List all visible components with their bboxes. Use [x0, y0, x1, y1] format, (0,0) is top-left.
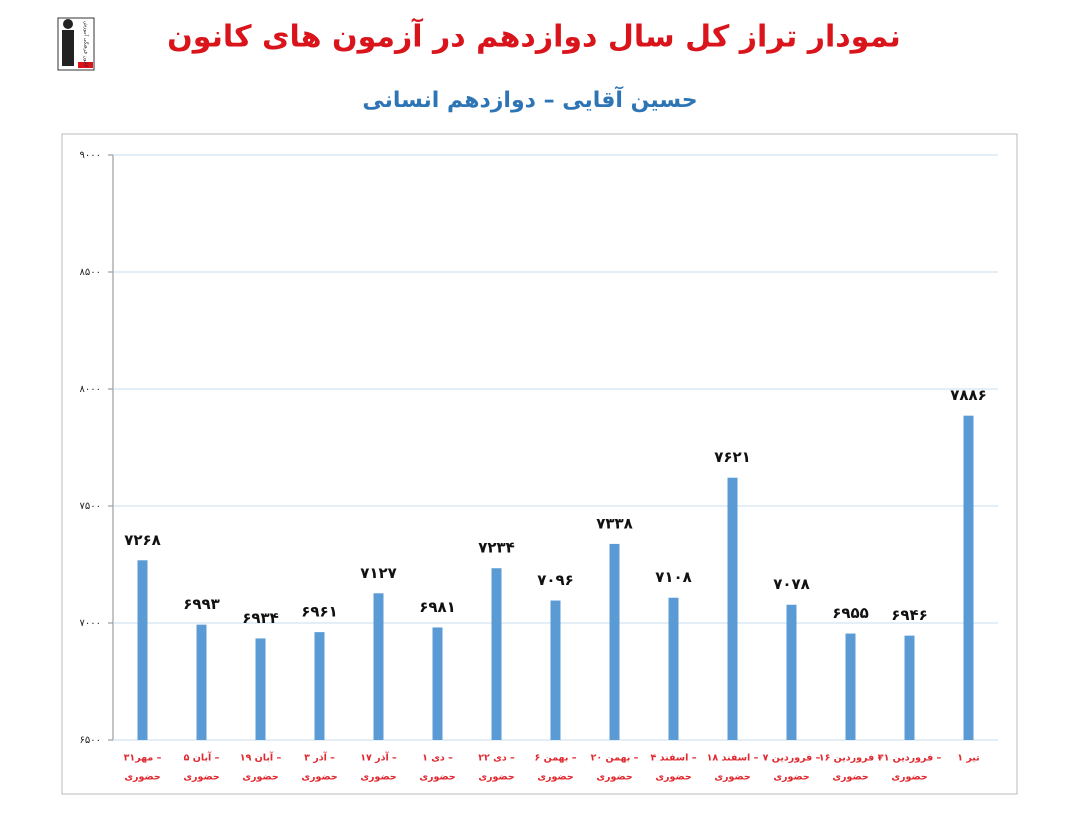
x-tick-label: ۳ آذر – — [304, 751, 335, 764]
bar — [904, 635, 915, 740]
value-label: ۷۶۲۱ — [714, 448, 751, 466]
value-label: ۷۰۷۸ — [773, 575, 810, 593]
x-tick-label: ۱ تیر — [957, 753, 979, 764]
x-tick-label: ۵ آبان – — [184, 751, 220, 764]
y-tick-label: ۶۵۰۰ — [80, 735, 101, 746]
chart-title: نمودار تراز کل سال دوازدهم در آزمون های … — [167, 18, 901, 55]
value-label: ۷۲۶۸ — [124, 531, 161, 549]
y-tick-label: ۹۰۰۰ — [80, 150, 101, 161]
x-tick-label: حضوری — [773, 772, 809, 783]
x-tick-label: حضوری — [360, 772, 396, 783]
x-tick-label: حضوری — [891, 772, 927, 783]
value-label: ۶۹۵۵ — [832, 604, 869, 622]
logo: کانون فرهنگی آموزش — [57, 17, 95, 71]
x-tick-label: ۲۰ بهمن – — [591, 753, 639, 764]
value-label: ۶۹۸۱ — [419, 598, 456, 616]
chart-subtitle: حسین آقایی – دوازدهم انسانی — [362, 85, 697, 113]
x-tick-label: ۴ اسفند – — [651, 753, 697, 764]
x-tick-label: ۶ بهمن – — [535, 753, 577, 764]
x-tick-label: حضوری — [832, 772, 868, 783]
bar — [845, 633, 856, 740]
x-tick-label: ۱۹ آبان – — [240, 751, 282, 764]
x-tick-label: ۱۷ آذر – — [360, 751, 397, 764]
x-tick-label: ۷ فروردین – — [763, 753, 821, 764]
value-label: ۷۸۸۶ — [950, 386, 987, 404]
x-tick-label: حضوری — [478, 772, 514, 783]
logo-badge — [78, 62, 93, 68]
value-label: ۷۰۹۶ — [537, 571, 574, 589]
logo-text: کانون فرهنگی آموزش — [83, 21, 90, 68]
bar — [491, 568, 502, 740]
x-tick-label: ۱ دی – — [422, 753, 453, 764]
bar — [196, 624, 207, 740]
value-label: ۶۹۳۴ — [242, 609, 279, 627]
value-label: ۶۹۹۳ — [183, 595, 220, 613]
bar — [137, 560, 148, 740]
x-tick-label: حضوری — [714, 772, 750, 783]
x-tick-label: ۲۲ دی – — [478, 753, 515, 764]
x-tick-label: ۱۸ اسفند – — [707, 753, 759, 764]
x-tick-label: ۳۱ فروردین – — [878, 753, 942, 764]
bar — [963, 415, 974, 740]
y-tick-label: ۸۰۰۰ — [80, 384, 101, 395]
bar — [373, 593, 384, 740]
bar — [786, 604, 797, 740]
value-label: ۷۱۰۸ — [655, 568, 692, 586]
x-tick-label: ۱۶ فروردین – — [819, 753, 883, 764]
x-tick-label: حضوری — [655, 772, 691, 783]
value-label: ۶۹۶۱ — [301, 603, 338, 621]
x-tick-label: حضوری — [301, 772, 337, 783]
x-tick-label: حضوری — [124, 772, 160, 783]
y-tick-label: ۷۵۰۰ — [80, 501, 101, 512]
x-tick-label: حضوری — [183, 772, 219, 783]
x-tick-label: ۳۱مهر – — [124, 753, 162, 764]
bar — [550, 600, 561, 740]
x-tick-label: حضوری — [419, 772, 455, 783]
y-tick-label: ۷۰۰۰ — [80, 618, 101, 629]
value-label: ۷۲۳۴ — [478, 539, 515, 557]
value-label: ۷۱۲۷ — [360, 564, 397, 582]
x-tick-label: حضوری — [537, 772, 573, 783]
bar — [727, 477, 738, 740]
logo-head — [63, 19, 73, 29]
value-label: ۶۹۴۶ — [891, 606, 928, 624]
bar — [314, 632, 325, 740]
bar — [255, 638, 266, 740]
x-tick-label: حضوری — [242, 772, 278, 783]
value-label: ۷۳۳۸ — [596, 514, 633, 532]
plot-frame — [61, 133, 1018, 795]
bar — [609, 543, 620, 740]
bar — [668, 597, 679, 740]
y-tick-label: ۸۵۰۰ — [80, 267, 101, 278]
x-tick-label: حضوری — [596, 772, 632, 783]
bar — [432, 627, 443, 740]
logo-figure — [62, 30, 74, 66]
